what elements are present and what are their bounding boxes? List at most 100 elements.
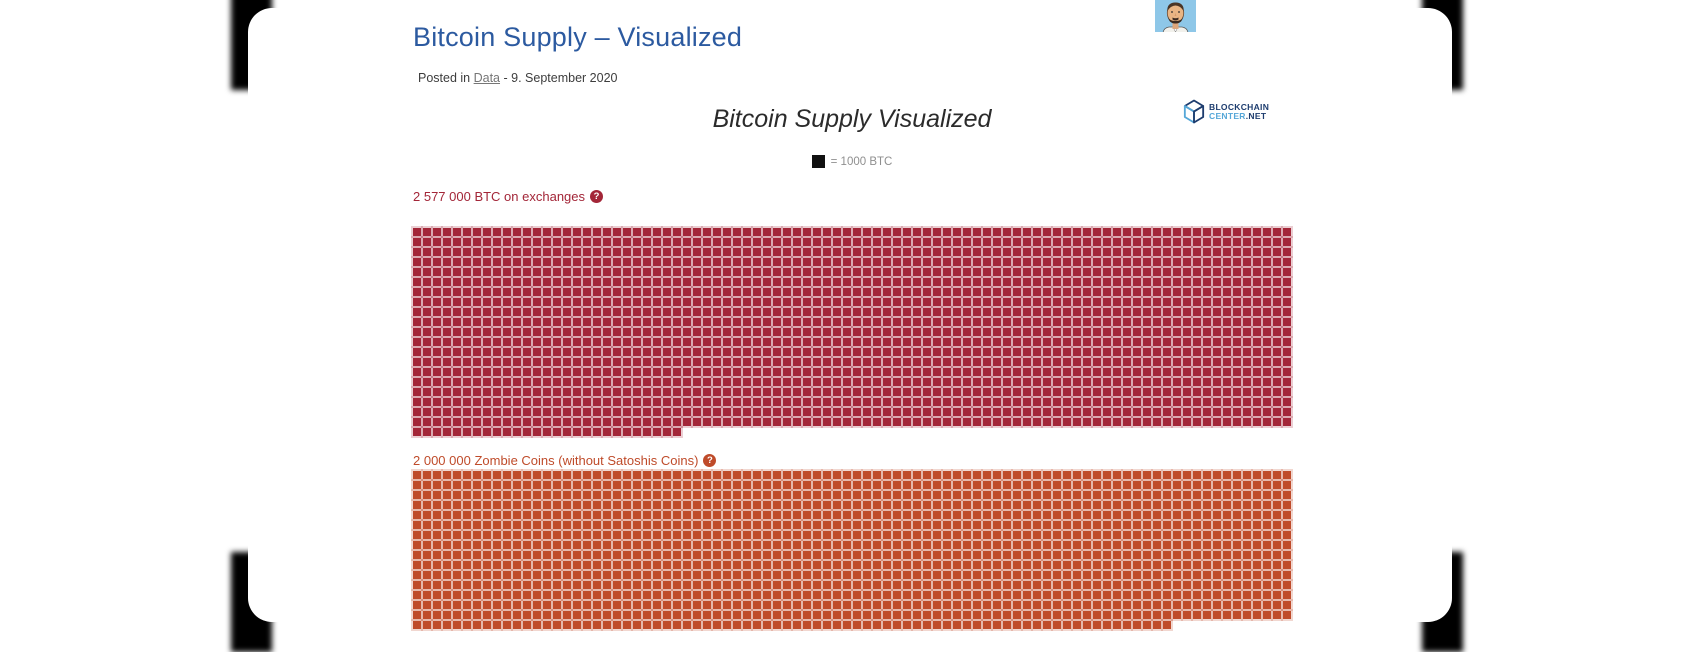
btc-square: [1243, 378, 1251, 386]
btc-square: [1103, 541, 1111, 549]
btc-square: [1213, 378, 1221, 386]
legend: = 1000 BTC: [413, 155, 1291, 168]
btc-square: [1153, 591, 1161, 599]
btc-square: [1283, 388, 1291, 396]
btc-square: [513, 248, 521, 256]
btc-square: [613, 571, 621, 579]
btc-square: [1083, 248, 1091, 256]
btc-square: [963, 471, 971, 479]
btc-square: [1023, 388, 1031, 396]
btc-square: [433, 338, 441, 346]
btc-square: [633, 378, 641, 386]
btc-square: [453, 541, 461, 549]
btc-square: [543, 398, 551, 406]
btc-square: [933, 471, 941, 479]
btc-square: [923, 308, 931, 316]
btc-square: [953, 288, 961, 296]
btc-square: [543, 611, 551, 619]
category-link[interactable]: Data: [473, 71, 501, 85]
btc-square: [1213, 298, 1221, 306]
btc-square: [953, 308, 961, 316]
btc-square: [763, 248, 771, 256]
btc-square: [893, 348, 901, 356]
btc-square: [583, 621, 591, 629]
btc-square: [883, 358, 891, 366]
btc-square: [783, 481, 791, 489]
help-circle-icon[interactable]: ?: [590, 190, 604, 203]
btc-square: [573, 611, 581, 619]
btc-square: [1023, 418, 1031, 426]
btc-square: [473, 551, 481, 559]
btc-square: [443, 531, 451, 539]
btc-square: [903, 531, 911, 539]
help-circle-icon[interactable]: ?: [703, 454, 717, 467]
btc-square: [913, 398, 921, 406]
btc-square: [1103, 398, 1111, 406]
btc-square: [963, 501, 971, 509]
btc-square: [693, 278, 701, 286]
btc-square: [483, 368, 491, 376]
btc-square: [893, 571, 901, 579]
btc-square: [1223, 388, 1231, 396]
btc-square: [953, 338, 961, 346]
btc-square: [1253, 348, 1261, 356]
btc-square: [1013, 358, 1021, 366]
btc-square: [1173, 471, 1181, 479]
btc-square: [973, 541, 981, 549]
btc-square: [793, 561, 801, 569]
btc-square: [973, 571, 981, 579]
btc-square: [543, 408, 551, 416]
btc-square: [1083, 368, 1091, 376]
btc-square: [1223, 531, 1231, 539]
btc-square: [453, 268, 461, 276]
btc-square: [693, 288, 701, 296]
btc-square: [863, 388, 871, 396]
btc-square: [513, 561, 521, 569]
btc-square: [703, 268, 711, 276]
btc-square: [793, 258, 801, 266]
btc-square: [733, 308, 741, 316]
btc-square: [663, 358, 671, 366]
btc-square: [1123, 418, 1131, 426]
blockchaincenter-logo[interactable]: BLOCKCHAIN CENTER.NET: [1183, 99, 1269, 124]
btc-square: [413, 408, 421, 416]
btc-square: [413, 611, 421, 619]
btc-square: [683, 288, 691, 296]
btc-square: [803, 318, 811, 326]
btc-square: [633, 601, 641, 609]
btc-square: [683, 308, 691, 316]
btc-square: [923, 328, 931, 336]
btc-square: [983, 581, 991, 589]
btc-square: [1223, 561, 1231, 569]
btc-square: [1073, 398, 1081, 406]
btc-square: [413, 531, 421, 539]
btc-square: [793, 248, 801, 256]
btc-square: [1163, 571, 1171, 579]
btc-square: [783, 258, 791, 266]
btc-square: [673, 591, 681, 599]
btc-square: [963, 621, 971, 629]
btc-square: [933, 551, 941, 559]
btc-square: [523, 378, 531, 386]
btc-square: [1283, 511, 1291, 519]
btc-square: [573, 571, 581, 579]
author-avatar[interactable]: [1155, 0, 1196, 32]
btc-square: [1143, 398, 1151, 406]
btc-square: [553, 388, 561, 396]
btc-square: [463, 621, 471, 629]
btc-square: [993, 571, 1001, 579]
btc-square: [633, 388, 641, 396]
btc-square: [523, 348, 531, 356]
btc-square: [873, 511, 881, 519]
btc-square: [803, 551, 811, 559]
btc-square: [693, 581, 701, 589]
btc-square: [663, 268, 671, 276]
btc-square: [813, 368, 821, 376]
btc-square: [603, 318, 611, 326]
btc-square: [823, 581, 831, 589]
btc-square: [933, 521, 941, 529]
btc-square: [643, 358, 651, 366]
btc-square: [573, 258, 581, 266]
btc-square: [1193, 388, 1201, 396]
btc-square: [753, 398, 761, 406]
